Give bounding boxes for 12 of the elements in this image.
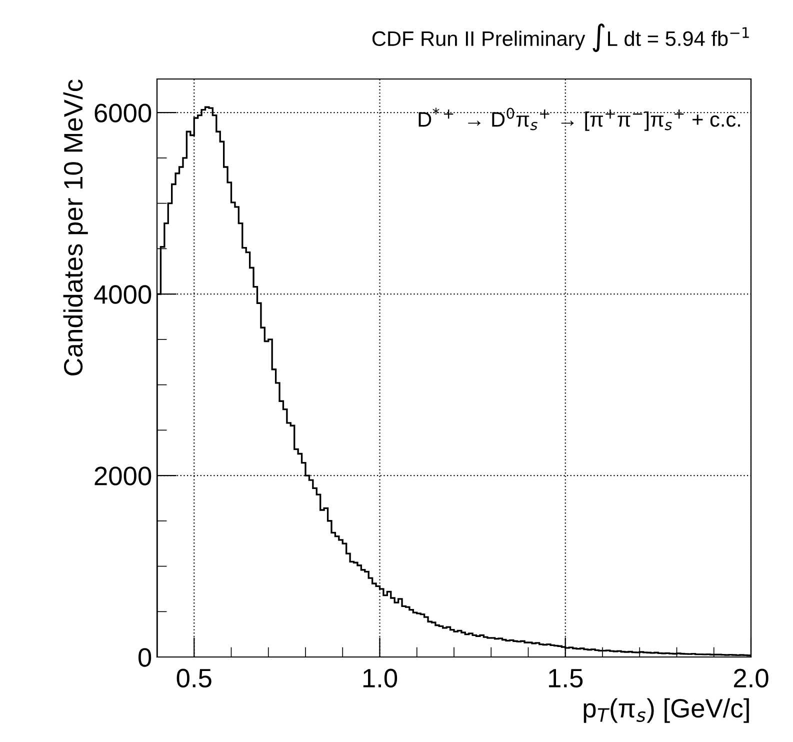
x-tick-label: 1.0 (363, 668, 398, 688)
x-tick-label: 0.5 (176, 668, 212, 688)
text: D$^{*+}$ → D$^{0}$π$_{s}$$^{+}$ → [π$^{+}$π$^{−}$]π$_{s}$$^{+}$ + c.c. (418, 108, 740, 131)
y-tick-label: 4000 (94, 285, 152, 304)
x-tick-label: 2.0 (734, 668, 768, 688)
y-tick-label: 0 (138, 648, 152, 667)
x-axis-title: p$_{T}$(π$_{s}$) [GeV/c] (584, 698, 749, 723)
y-tick-label: 2000 (94, 466, 152, 486)
chart-title: CDF Run II Preliminary ∫L dt = 5.94 fb$^{−1}$ (372, 24, 749, 52)
y-axis-title: Candidates per 10 MeV/c (63, 80, 88, 376)
y-tick-label: 6000 (94, 104, 152, 122)
x-tick-label: 1.5 (549, 669, 583, 688)
